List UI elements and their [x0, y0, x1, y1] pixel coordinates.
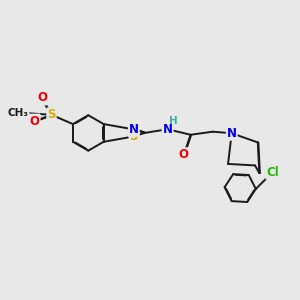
Text: CH₃: CH₃	[8, 108, 29, 118]
Text: S: S	[130, 130, 138, 143]
Text: Cl: Cl	[266, 166, 279, 178]
Text: N: N	[227, 127, 237, 140]
Text: H: H	[169, 116, 178, 126]
Text: O: O	[30, 115, 40, 128]
Text: O: O	[37, 92, 47, 104]
Text: O: O	[179, 148, 189, 161]
Text: N: N	[129, 123, 139, 136]
Text: N: N	[163, 123, 172, 136]
Text: S: S	[47, 108, 56, 122]
